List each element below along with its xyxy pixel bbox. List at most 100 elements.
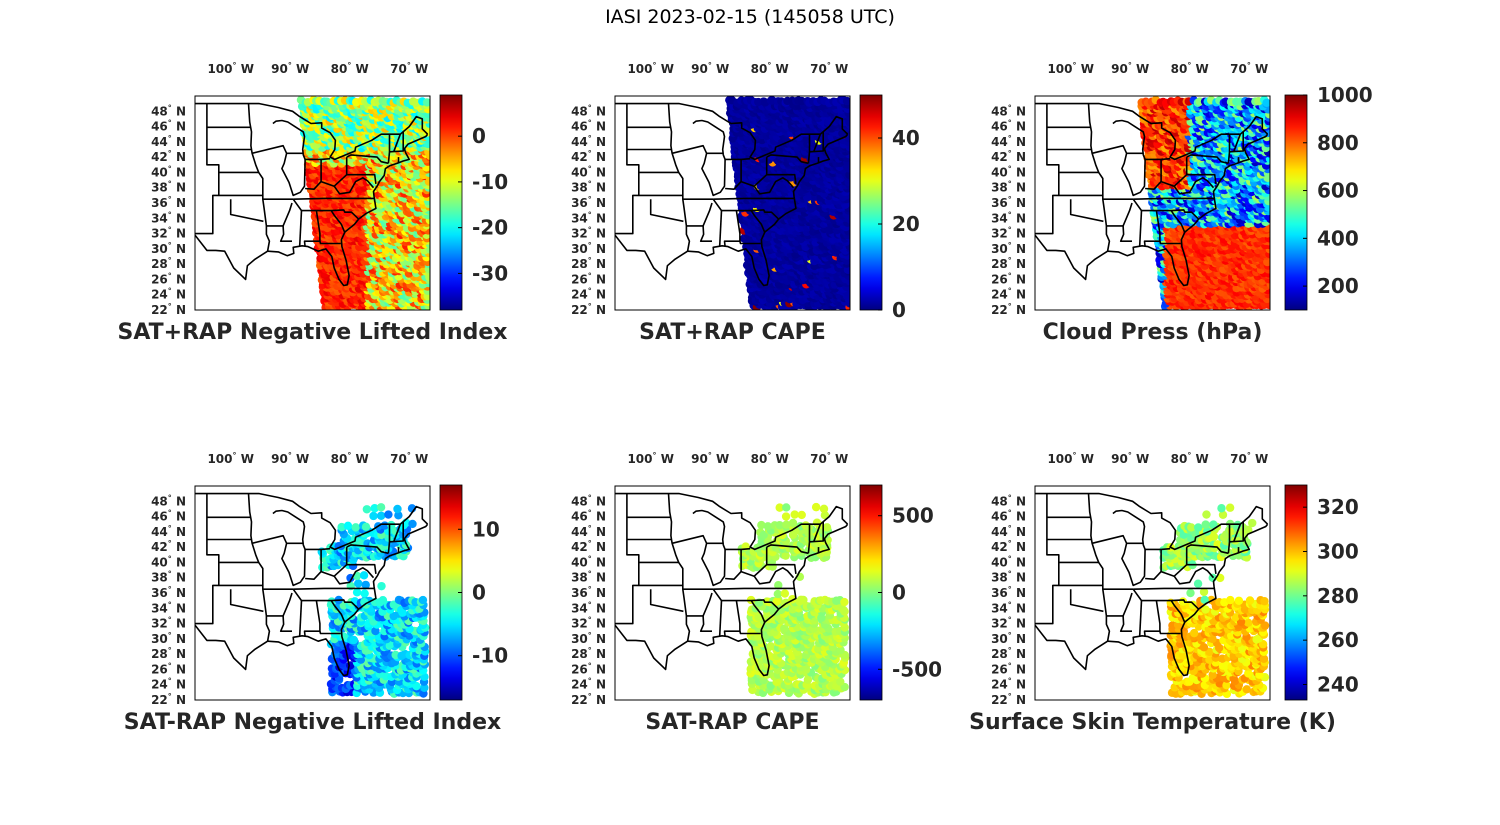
boundary-line [346,173,377,185]
boundary-line [766,173,797,185]
lat-tick-label: 32° N [571,226,606,241]
boundary-line [229,199,264,223]
boundary-line [671,144,726,197]
lat-tick-label: 44° N [571,134,606,149]
boundary-line [319,240,341,245]
panel-sat-rap-lifted-index: 100° W 90° W 80° W 70° W 48° N 46° N 44° N 42° … [100,58,520,358]
lon-tick-label: 80° W [331,61,369,76]
colorbar-tick-label: -20 [472,216,508,240]
boundary-line [615,103,640,235]
boundary-line [293,197,375,200]
lat-tick-label: 34° N [571,210,606,225]
lat-tick-label: 34° N [151,210,186,225]
boundary-line [195,234,269,281]
boundary-line [272,119,306,160]
boundary-line [649,199,684,223]
lat-tick-label: 28° N [571,256,606,271]
lat-tick-label: 42° N [571,149,606,164]
lon-tick-label: 100° W [207,61,253,76]
colorbar-tick-label: 0 [472,124,486,148]
lat-tick-label: 40° N [151,164,186,179]
boundary-line [298,210,303,246]
boundary-line [266,225,292,242]
panel-cloud-press: 100° W 90° W 80° W 70° W 48° N 46° N 44° N 42° … [940,58,1373,358]
lat-tick-label: 22° N [151,302,186,317]
lat-tick-label: 46° N [571,119,606,134]
lat-tick-label: 26° N [151,271,186,286]
boundary-line [753,177,795,195]
boundary-line [687,133,849,287]
lat-tick-label: 30° N [151,241,186,256]
state-boundaries [615,102,849,287]
lat-tick-label: 48° N [571,103,606,118]
boundary-line [247,103,271,252]
lat-tick-label: 38° N [571,180,606,195]
boundary-line [739,240,761,245]
colorbar-tick-label: 40 [892,126,920,150]
boundary-line [305,157,348,190]
lon-tick-label: 70° W [810,61,848,76]
state-boundaries [195,102,429,287]
boundary-line [718,210,723,246]
boundary-line [725,157,751,161]
boundary-line [392,133,402,153]
map-sat-rap-cape: 100° W 90° W 80° W 70° W 48° N46° N44° N42° … [571,61,920,322]
lat-tick-label: 42° N [151,149,186,164]
lat-tick-label: 24° N [151,287,186,302]
lat-tick-label: 48° N [151,103,186,118]
figure-title: IASI 2023-02-15 (145058 UTC) [605,6,895,28]
lat-tick-label: 40° N [571,164,606,179]
lat-tick-label: 32° N [151,226,186,241]
colorbar-tick-label: -10 [472,170,508,194]
boundary-line [346,154,389,165]
map-frame [194,95,431,311]
boundary-line [330,210,346,234]
lon-tick-label: 90° W [691,61,729,76]
data-point [842,96,850,106]
lon-tick-label: 100° W [627,61,673,76]
boundary-line [282,202,293,227]
lat-tick-label: 22° N [571,302,606,317]
panel-title: SAT+RAP Negative Lifted Index [117,320,508,345]
boundary-line [725,157,768,190]
map-sat-rap-lifted-index: 100° W 90° W 80° W 70° W 48° N46° N44° N42° … [151,61,508,317]
data-point [422,98,430,107]
boundary-line [692,119,726,160]
data-point [845,170,850,180]
boundary-line [615,234,689,281]
boundary-line [333,177,375,195]
boundary-line [766,154,809,165]
boundary-line [267,133,429,287]
boundary-line [750,210,766,234]
data-point [1263,257,1270,267]
lat-tick-label: 44° N [151,134,186,149]
colorbar-tick-label: 20 [892,212,920,236]
colorbar-tick-label: -30 [472,261,508,285]
observation-points [1137,96,1270,310]
lat-tick-label: 26° N [571,271,606,286]
boundary-line [195,102,429,161]
lat-tick-label: 28° N [151,256,186,271]
boundary-line [251,144,306,197]
colorbar [859,94,883,311]
colorbar [439,94,463,311]
boundary-line [305,157,331,161]
lat-tick-label: 30° N [571,241,606,256]
boundary-line [615,102,849,161]
boundary-line [713,197,795,200]
lon-tick-label: 70° W [390,61,428,76]
lat-tick-label: 38° N [151,180,186,195]
lon-tick-label: 90° W [271,61,309,76]
panel-sat-rap-cape: 100° W 90° W 80° W 70° W 48° N 46° N 44° N 42° … [520,58,940,358]
lat-tick-label: 46° N [151,119,186,134]
lat-tick-label: 36° N [571,195,606,210]
lat-tick-label: 24° N [571,287,606,302]
data-point [843,265,850,274]
lat-tick-label: 36° N [151,195,186,210]
boundary-line [812,133,822,153]
lon-tick-label: 80° W [751,61,789,76]
map-frame [614,95,851,311]
boundary-line [702,202,713,227]
map-cloud-press: 100° W 90° W 80° W 70° W48° N46° N44° N42° … [991,61,1373,317]
colorbar-tick-label: 0 [892,298,906,322]
